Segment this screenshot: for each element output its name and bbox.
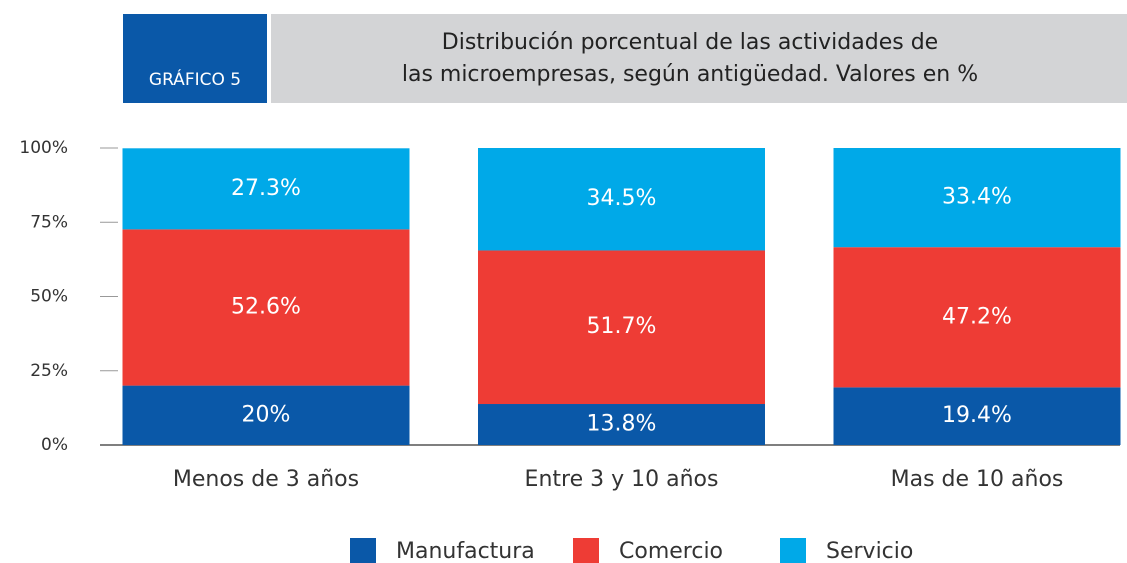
value-label: 20%: [242, 402, 291, 427]
legend-label: Manufactura: [396, 539, 535, 563]
bar-segment: [478, 404, 765, 445]
y-tick-label: 0%: [41, 435, 68, 455]
value-label: 33.4%: [942, 185, 1012, 210]
chart-title: Distribución porcentual de las actividad…: [442, 30, 938, 55]
legend-label: Servicio: [826, 539, 913, 563]
chart-title: las microempresas, según antigüedad. Val…: [402, 62, 978, 87]
value-label: 27.3%: [231, 176, 301, 201]
y-tick-label: 25%: [30, 361, 68, 381]
value-label: 19.4%: [942, 403, 1012, 428]
bar-segment: [833, 387, 1121, 445]
bar-segment: [478, 250, 765, 405]
legend-label: Comercio: [619, 539, 723, 563]
value-label: 47.2%: [942, 304, 1012, 329]
y-tick-label: 50%: [30, 287, 68, 307]
legend-swatch: [573, 538, 599, 563]
bar-segment: [122, 385, 410, 445]
bar-segment: [122, 148, 410, 230]
bar-segment: [833, 247, 1121, 388]
bar-segment: [478, 148, 765, 251]
bar-segment: [833, 148, 1121, 248]
x-tick-label: Mas de 10 años: [891, 467, 1064, 492]
x-tick-label: Entre 3 y 10 años: [525, 467, 719, 492]
x-tick-label: Menos de 3 años: [173, 467, 359, 492]
bar-segment: [122, 229, 410, 386]
value-label: 34.5%: [587, 186, 657, 211]
value-label: 13.8%: [587, 412, 657, 437]
y-tick-label: 100%: [19, 138, 68, 158]
legend-swatch: [350, 538, 376, 563]
title-box: [271, 14, 1127, 103]
value-label: 51.7%: [587, 314, 657, 339]
value-label: 52.6%: [231, 294, 301, 319]
y-tick-label: 75%: [30, 212, 68, 232]
badge-box: [123, 14, 267, 103]
badge: GRÁFICO 5: [149, 68, 241, 90]
legend-swatch: [780, 538, 806, 563]
